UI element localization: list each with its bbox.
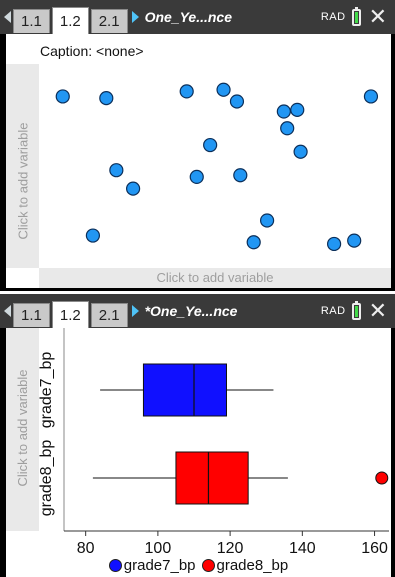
dotplot-canvas (55, 82, 379, 252)
dot-point[interactable] (216, 82, 231, 97)
dotplot-workarea[interactable]: Caption: <none> Click to add variable Cl… (6, 34, 391, 288)
tab-1-2[interactable]: 1.2 (51, 301, 89, 328)
box-grade7_bp[interactable] (142, 363, 227, 417)
toolbar: 1.1 1.2 2.1 *One_Ye...nce RAD ✕ (0, 294, 395, 328)
dot-point[interactable] (246, 235, 261, 250)
tab-1-1[interactable]: 1.1 (13, 303, 50, 327)
document-title: One_Ye...nce (144, 9, 232, 25)
dot-point[interactable] (203, 137, 218, 153)
x-axis-variable-target[interactable]: Click to add variable (39, 268, 391, 288)
y-axis-placeholder: Click to add variable (15, 369, 30, 486)
tab-1-2[interactable]: 1.2 (51, 7, 89, 34)
angle-mode-indicator: RAD (320, 11, 346, 23)
dot-point[interactable] (260, 213, 275, 228)
box-grade8_bp[interactable] (175, 451, 249, 505)
x-tick-label: 160 (361, 540, 388, 557)
prev-page-arrow-icon[interactable] (4, 305, 11, 317)
dot-point[interactable] (85, 228, 101, 243)
dot-point[interactable] (327, 236, 342, 252)
screen-boxplot: 1.1 1.2 2.1 *One_Ye...nce RAD ✕ Click to… (0, 294, 395, 577)
dot-point[interactable] (293, 144, 308, 159)
next-page-arrow-icon[interactable] (131, 11, 139, 23)
next-page-arrow-icon[interactable] (131, 305, 139, 317)
boxplot-canvas: Click to add variable 80 100 120 140 160 grade… (6, 328, 389, 557)
tab-2-1[interactable]: 2.1 (90, 303, 128, 327)
x-tick-label: 120 (217, 540, 244, 557)
dot-point[interactable] (55, 89, 70, 104)
category-label-grade7_bp: grade7_bp (38, 352, 55, 429)
dot-point[interactable] (99, 91, 114, 106)
y-axis-variable-target[interactable] (6, 328, 39, 531)
x-tick-label: 100 (145, 540, 172, 557)
dot-point[interactable] (109, 163, 124, 178)
prev-page-arrow-icon[interactable] (4, 11, 11, 23)
dot-point[interactable] (179, 84, 194, 99)
tab-1-1[interactable]: 1.1 (13, 9, 50, 33)
dot-point[interactable] (280, 121, 295, 136)
legend-label-grade8: grade8_bp (216, 556, 289, 574)
screen-dotplot: 1.1 1.2 2.1 One_Ye...nce RAD ✕ Caption: … (0, 0, 395, 291)
dot-point[interactable] (233, 168, 248, 183)
plot-caption[interactable]: Caption: <none> (40, 43, 144, 59)
legend-swatch-grade7 (108, 558, 122, 572)
x-tick-label: 140 (289, 540, 316, 557)
battery-icon (351, 6, 361, 26)
dot-point[interactable] (125, 181, 141, 196)
tab-2-1[interactable]: 2.1 (90, 9, 128, 33)
close-icon[interactable]: ✕ (368, 298, 387, 323)
legend-item-grade8: grade8_bp (201, 556, 289, 574)
document-title: *One_Ye...nce (144, 303, 238, 319)
angle-mode-indicator: RAD (320, 305, 346, 317)
dot-point[interactable] (363, 89, 379, 104)
dot-point[interactable] (276, 104, 291, 119)
outlier-grade8_bp[interactable] (375, 471, 389, 485)
legend: grade7_bp grade8_bp (6, 554, 391, 576)
legend-label-grade7: grade7_bp (123, 556, 196, 574)
dot-point[interactable] (347, 233, 362, 248)
dot-point[interactable] (290, 102, 305, 117)
close-icon[interactable]: ✕ (368, 4, 387, 29)
battery-icon (351, 300, 361, 320)
legend-item-grade7: grade7_bp (108, 556, 196, 574)
category-label-grade8_bp: grade8_bp (38, 440, 55, 517)
dot-point[interactable] (189, 169, 204, 184)
legend-swatch-grade8 (201, 558, 215, 572)
y-axis-variable-target[interactable]: Click to add variable (6, 64, 39, 268)
toolbar: 1.1 1.2 2.1 One_Ye...nce RAD ✕ (0, 0, 395, 34)
dot-point[interactable] (229, 94, 245, 109)
x-tick-label: 80 (77, 540, 95, 557)
boxplot-workarea[interactable]: Click to add variable 80 100 120 140 160 grade… (6, 328, 391, 577)
